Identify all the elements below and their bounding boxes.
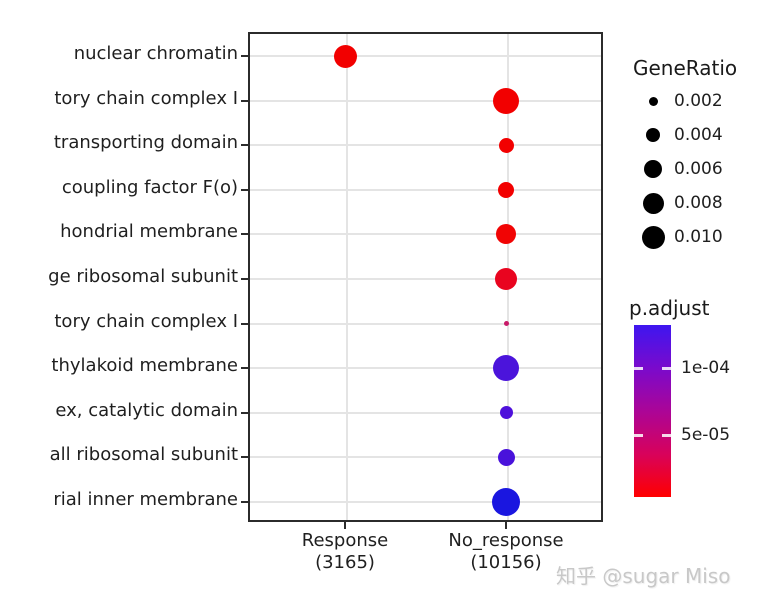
y-axis-tick <box>241 55 248 58</box>
gridline-horizontal <box>250 456 601 459</box>
y-axis-label: hondrial membrane <box>60 221 238 243</box>
watermark: 知乎 @sugar Miso <box>556 564 731 588</box>
data-point <box>503 321 509 327</box>
y-axis-tick <box>241 411 248 414</box>
gridline-horizontal <box>250 500 601 503</box>
colorbar-tick-label: 5e-05 <box>681 425 731 446</box>
y-axis-label: nuclear chromatin <box>73 43 238 65</box>
y-axis-labels: nuclear chromatin tory chain complex I tra… <box>0 0 238 540</box>
gridline-horizontal <box>250 278 601 280</box>
plot-panel <box>248 32 603 522</box>
legend-size-value: 0.008 <box>674 193 723 213</box>
legend-size-value: 0.004 <box>674 125 723 145</box>
legend-generatio-entries: 0.002 0.004 0.006 0.008 0.010 <box>640 84 758 254</box>
legend-size-value: 0.002 <box>674 91 723 111</box>
x-axis-label-count: (10156) <box>470 552 542 573</box>
data-point <box>498 137 514 153</box>
data-point <box>499 406 513 420</box>
data-point <box>493 355 519 382</box>
y-axis-label: coupling factor F(o) <box>61 176 238 198</box>
legend-padjust-title: p.adjust <box>629 296 710 320</box>
gridline-horizontal <box>250 322 601 325</box>
colorbar-tick-mark <box>634 434 643 438</box>
x-axis-label: Response (3165) <box>302 530 388 574</box>
x-axis-tick <box>505 522 507 529</box>
gridline-vertical <box>346 34 348 520</box>
legend-size-circle <box>648 96 658 106</box>
legend-generatio-title: GeneRatio <box>633 56 738 80</box>
y-axis-label: transporting domain <box>53 132 238 154</box>
legend-size-circle <box>641 225 665 249</box>
data-point <box>498 181 514 198</box>
padjust-colorbar <box>634 325 671 497</box>
data-point <box>495 268 517 290</box>
legend-size-circle <box>642 192 664 214</box>
gridline-horizontal <box>250 188 601 191</box>
colorbar-tick-mark <box>634 367 643 370</box>
y-axis-label: all ribosomal subunit <box>49 444 238 466</box>
gridline-horizontal <box>250 55 601 58</box>
legend-size-circle <box>646 128 660 142</box>
x-axis-label: No_response (10156) <box>448 530 563 574</box>
y-axis-tick <box>241 233 248 236</box>
x-axis-tick <box>344 522 346 529</box>
y-axis-label: ex, catalytic domain <box>55 399 238 421</box>
y-axis-tick <box>241 367 248 370</box>
data-point <box>492 487 520 516</box>
legend-size-value: 0.006 <box>674 159 723 179</box>
legend-size-value: 0.010 <box>674 227 723 247</box>
y-axis-tick <box>241 322 248 325</box>
y-axis-label: ge ribosomal subunit <box>48 266 238 287</box>
colorbar-tick-label: 1e-04 <box>681 358 731 378</box>
y-axis-label: tory chain complex I <box>54 310 238 332</box>
y-axis-label: tory chain complex I <box>54 87 238 109</box>
data-point <box>496 224 516 245</box>
legend-size-circle <box>644 160 662 178</box>
gridline-horizontal <box>250 233 601 236</box>
legend-size-entry: 0.004 <box>640 118 758 152</box>
y-axis-tick <box>241 456 248 459</box>
y-axis-label: thylakoid membrane <box>51 355 238 377</box>
x-axis-label-name: Response <box>301 530 389 551</box>
legend-size-entry: 0.008 <box>640 186 758 220</box>
y-axis-tick <box>241 144 248 147</box>
y-axis-tick <box>241 188 248 191</box>
data-point <box>497 448 515 466</box>
y-axis-label: rial inner membrane <box>53 488 238 510</box>
legend-size-entry: 0.006 <box>640 152 758 186</box>
legend-size-entry: 0.002 <box>640 84 758 118</box>
x-axis-label-count: (3165) <box>315 552 375 573</box>
colorbar-tick-mark <box>662 367 671 370</box>
gridline-horizontal <box>250 99 601 102</box>
y-axis-tick <box>241 99 248 102</box>
x-axis-label-name: No_response <box>448 530 564 551</box>
gridline-horizontal <box>250 411 601 414</box>
y-axis-tick <box>241 278 248 280</box>
gridline-horizontal <box>250 367 601 370</box>
y-axis-tick <box>241 500 248 503</box>
data-point <box>333 44 357 68</box>
legend-size-entry: 0.010 <box>640 220 758 254</box>
gridline-horizontal <box>250 144 601 147</box>
colorbar-tick-mark <box>662 434 671 438</box>
data-point <box>493 87 519 114</box>
